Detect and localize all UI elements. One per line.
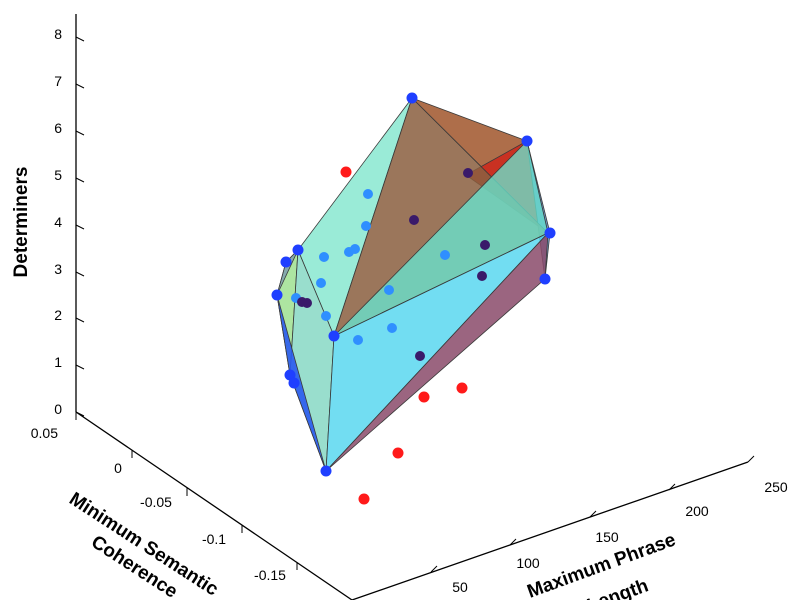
y-tick-label: -0.15 [254,567,286,583]
z-tick-label: 0 [54,401,62,417]
dark-point [477,271,487,281]
x-tick-label: 100 [516,555,540,571]
z-tick-label: 7 [54,73,62,89]
z-tick-label: 3 [54,261,62,277]
y-axis-line [75,411,353,600]
y-tick-label: 0.05 [31,425,58,441]
hull-vertex [406,92,418,104]
interior-point [353,335,363,345]
exterior-point [358,493,370,505]
y-ticks: 0.05 0 -0.05 -0.1 -0.15 [31,412,298,583]
hull-vertex [521,135,533,147]
dark-point [463,168,473,178]
z-tick-label: 2 [54,307,62,323]
interior-point [384,285,394,295]
hull-vertex [292,244,304,256]
exterior-point [456,382,468,394]
y-tick-label: 0 [114,460,122,476]
x-ticks: 50 100 150 200 250 [430,455,788,595]
interior-points [291,189,450,345]
exterior-point [418,391,430,403]
z-ticks: 0 1 2 3 4 5 6 7 8 [54,26,85,417]
z-tick-label: 6 [54,120,62,136]
x-axis-line [351,461,749,600]
z-tick-label: 4 [54,214,62,230]
hull-vertex [544,227,556,239]
x-tick-label: 50 [452,579,468,595]
hull-vertex [280,256,292,268]
z-tick-label: 8 [54,26,62,42]
hull-face [276,294,327,472]
interior-point [316,278,326,288]
exterior-point [340,166,352,178]
dark-point [480,240,490,250]
axes [75,14,749,600]
interior-point [363,189,373,199]
interior-point [321,311,331,321]
hull-face [276,249,299,296]
dark-point [297,297,307,307]
x-tick-label: 200 [685,503,709,519]
hull-vertices [271,92,556,477]
hull-vertex [288,377,300,389]
y-tick-label: -0.05 [140,494,172,510]
interior-point [319,252,329,262]
dark-points [297,168,490,361]
hull-vertex [328,330,340,342]
dark-point [415,351,425,361]
z-tick-label: 1 [54,354,62,370]
hull-vertex [271,289,283,301]
interior-point [440,250,450,260]
exterior-point [392,447,404,459]
hull-face [325,232,549,472]
z-axis-label: Determiners [11,167,32,278]
hull-vertex [539,273,551,285]
interior-point [361,221,371,231]
exterior-points [340,166,468,505]
z-tick-label: 5 [54,167,62,183]
x-tick-label: 250 [764,479,788,495]
interior-point [387,323,397,333]
dark-point [409,215,419,225]
x-tick-label: 150 [595,529,619,545]
interior-point [350,244,360,254]
y-tick-label: -0.1 [202,531,226,547]
hull-vertex [320,465,332,477]
